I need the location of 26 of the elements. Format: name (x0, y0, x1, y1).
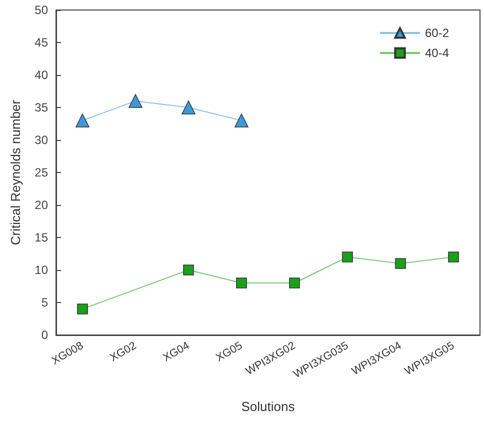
y-tick-label: 50 (34, 3, 48, 17)
x-axis-title: Solutions (241, 399, 296, 414)
point (395, 258, 406, 269)
legend-label: 40-4 (424, 46, 450, 60)
point (128, 94, 142, 108)
y-tick-label: 30 (34, 133, 48, 147)
point (76, 114, 90, 128)
y-axis-title: Critical Reynolds number (8, 99, 23, 246)
point (342, 252, 353, 262)
y-tick-label: 35 (34, 100, 48, 114)
point (234, 114, 248, 128)
y-tick-label: 25 (34, 166, 48, 180)
legend-label: 60-2 (424, 26, 450, 40)
point (448, 252, 459, 262)
y-tick-label: 15 (34, 230, 48, 244)
point (236, 278, 247, 288)
point (77, 304, 88, 314)
y-tick-label: 40 (34, 68, 48, 82)
y-tick-label: 0 (41, 328, 48, 342)
point (182, 100, 196, 114)
y-tick-label: 10 (34, 263, 48, 277)
y-tick-label: 20 (34, 198, 48, 212)
y-tick-label: 45 (34, 36, 48, 50)
point (183, 264, 194, 276)
point (289, 278, 300, 288)
y-tick-label: 5 (41, 296, 48, 310)
